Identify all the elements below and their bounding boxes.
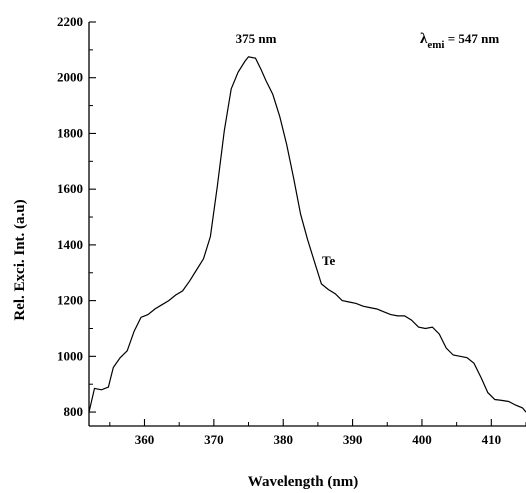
plot-area	[88, 22, 526, 427]
y-tick-label: 1600	[57, 181, 83, 196]
y-tick-label: 800	[64, 404, 84, 419]
y-tick-label: 1400	[57, 237, 83, 252]
y-tick-label: 1200	[57, 293, 83, 308]
x-axis-title: Wavelength (nm)	[248, 474, 358, 490]
y-tick-label: 1800	[57, 125, 83, 140]
x-tick-label: 400	[412, 432, 432, 447]
series-label-te: Te	[322, 253, 335, 268]
x-axis: 360 370 380 390 400 410	[109, 419, 526, 447]
emission-wavelength-label: λemi = 547 nm	[420, 31, 499, 51]
y-axis-title: Rel. Exci. Int. (a.u)	[12, 199, 28, 320]
lambda-value: = 547 nm	[444, 31, 499, 46]
x-tick-label: 390	[343, 432, 363, 447]
y-tick-label: 2200	[57, 14, 83, 29]
lambda-symbol: λ	[420, 31, 428, 47]
series-line-te	[88, 56, 526, 413]
x-tick-label: 410	[482, 432, 502, 447]
y-axis: 800 1000 1200 1400 1600 1800 2000 2200	[57, 14, 96, 419]
x-tick-label: 380	[273, 432, 293, 447]
lambda-subscript: emi	[427, 39, 444, 51]
y-tick-label: 1000	[57, 348, 83, 363]
peak-label: 375 nm	[236, 31, 277, 46]
x-tick-label: 370	[204, 432, 224, 447]
x-tick-label: 360	[135, 432, 155, 447]
y-tick-label: 2000	[57, 70, 83, 85]
